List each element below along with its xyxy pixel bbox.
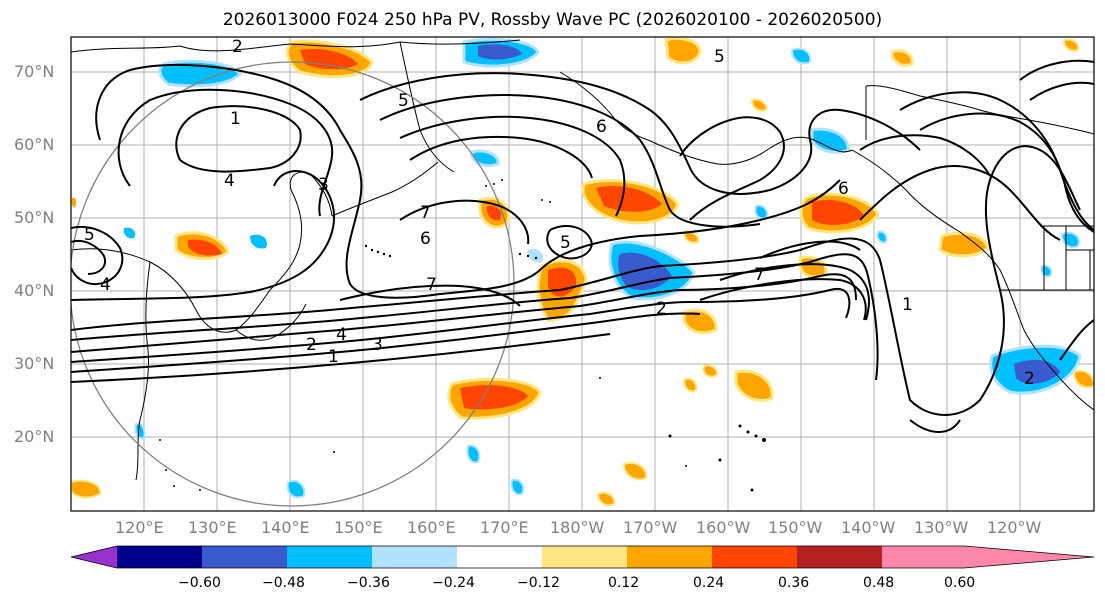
colorbar-segment-2 <box>202 546 287 568</box>
contour-label: 6 <box>596 117 607 137</box>
lat-label-20: 20°N <box>14 427 55 446</box>
contour-label: 3 <box>372 335 383 355</box>
colorbar-tick: 0.60 <box>944 575 976 591</box>
colorbar-tick: −0.60 <box>178 575 221 591</box>
colorbar-tick: 0.48 <box>863 575 895 591</box>
contour-label: 6 <box>838 179 849 199</box>
lon-label-140w: 140°W <box>841 518 896 537</box>
lat-label-50: 50°N <box>14 208 55 227</box>
colorbar-tick: −0.36 <box>347 575 390 591</box>
lon-label-150e: 150°E <box>334 518 383 537</box>
contour-label: 4 <box>224 171 235 191</box>
colorbar <box>70 545 1095 569</box>
lon-label-160e: 160°E <box>407 518 456 537</box>
lon-label-170e: 170°E <box>480 518 529 537</box>
island-dots <box>159 179 766 492</box>
positive-anomaly-shading <box>71 37 1094 507</box>
lat-label-30: 30°N <box>14 354 55 373</box>
colorbar-tick: −0.12 <box>517 575 560 591</box>
lon-label-130w: 130°W <box>914 518 969 537</box>
colorbar-segment-8 <box>712 546 797 568</box>
contour-label: 1 <box>328 347 339 367</box>
colorbar-segment-9 <box>797 546 882 568</box>
contour-label: 7 <box>754 265 765 285</box>
contour-label: 1 <box>902 295 913 315</box>
colorbar-tick: 0.24 <box>693 575 725 591</box>
lon-label-180w: 180°W <box>550 518 605 537</box>
colorbar-segment-10 <box>882 546 964 568</box>
lon-label-160w: 160°W <box>696 518 751 537</box>
colorbar-tick: 0.36 <box>778 575 810 591</box>
contour-labels: 1 2 3 4 5 6 7 5 6 7 2 1 4 3 5 2 2 4 5 6 … <box>84 37 1035 389</box>
contour-label: 7 <box>420 203 431 223</box>
colorbar-segment-5 <box>457 546 542 568</box>
colorbar-arrow-left <box>71 546 117 568</box>
contour-label: 5 <box>84 225 95 245</box>
colorbar-tick: 0.12 <box>608 575 640 591</box>
colorbar-segment-1 <box>117 546 202 568</box>
lon-label-140e: 140°E <box>261 518 310 537</box>
lon-label-150w: 150°W <box>768 518 823 537</box>
lon-label-120w: 120°W <box>987 518 1042 537</box>
pv-contours <box>71 59 1094 433</box>
colorbar-tick: −0.48 <box>262 575 305 591</box>
lon-label-120e: 120°E <box>115 518 164 537</box>
contour-label: 2 <box>232 37 243 57</box>
contour-label: 2 <box>306 335 317 355</box>
lat-label-60: 60°N <box>14 135 55 154</box>
colorbar-arrow-right <box>964 546 1094 568</box>
colorbar-tick: −0.24 <box>432 575 475 591</box>
contour-label: 5 <box>560 233 571 253</box>
contour-label: 7 <box>426 275 437 295</box>
contour-label: 5 <box>398 91 409 111</box>
colorbar-segment-7 <box>627 546 712 568</box>
contour-label: 6 <box>420 229 431 249</box>
lat-label-40: 40°N <box>14 281 55 300</box>
lat-label-70: 70°N <box>14 62 55 81</box>
contour-label: 1 <box>230 109 241 129</box>
contour-label: 2 <box>656 299 667 319</box>
contour-label: 3 <box>318 175 329 195</box>
contour-label: 5 <box>714 47 725 67</box>
lon-label-130e: 130°E <box>188 518 237 537</box>
map-border <box>70 36 1095 512</box>
colorbar-segment-6 <box>542 546 627 568</box>
contour-label: 4 <box>100 275 111 295</box>
contour-label: 2 <box>1024 369 1035 389</box>
map-title: 2026013000 F024 250 hPa PV, Rossby Wave … <box>222 10 883 30</box>
colorbar-segment-3 <box>287 546 372 568</box>
colorbar-segment-4 <box>372 546 457 568</box>
contour-label: 4 <box>336 325 347 345</box>
lon-label-170w: 170°W <box>623 518 678 537</box>
